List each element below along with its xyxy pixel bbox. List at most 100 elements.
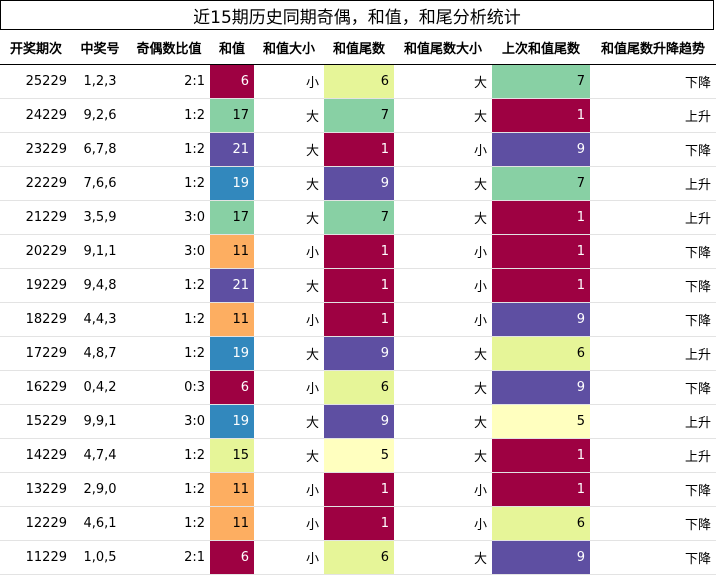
- cell-tail: 1: [324, 234, 394, 269]
- cell-trend: 下降: [590, 234, 716, 269]
- cell-trend: 上升: [590, 438, 716, 473]
- cell-trend: 上升: [590, 404, 716, 439]
- cell-odd-even: 2:1: [128, 540, 210, 575]
- cell-sum-size: 大: [254, 132, 324, 167]
- cell-tail-size: 小: [394, 234, 492, 269]
- cell-numbers: 9,2,6: [72, 98, 128, 133]
- cell-tail: 1: [324, 506, 394, 541]
- table-row: 17229 4,8,7 1:2 19 大 9 大 6 上升: [0, 336, 716, 371]
- cell-numbers: 3,5,9: [72, 200, 128, 235]
- table-row: 16229 0,4,2 0:3 6 小 6 大 9 下降: [0, 370, 716, 405]
- cell-tail: 1: [324, 132, 394, 167]
- cell-prev-tail: 7: [492, 166, 590, 201]
- cell-trend: 下降: [590, 540, 716, 575]
- cell-sum: 17: [210, 200, 254, 235]
- cell-prev-tail: 9: [492, 302, 590, 337]
- cell-sum: 11: [210, 234, 254, 269]
- table-row: 25229 1,2,3 2:1 6 小 6 大 7 下降: [0, 64, 716, 99]
- cell-numbers: 0,4,2: [72, 370, 128, 405]
- cell-period: 14229: [0, 438, 72, 473]
- cell-sum: 19: [210, 166, 254, 201]
- cell-odd-even: 1:2: [128, 98, 210, 133]
- cell-numbers: 6,7,8: [72, 132, 128, 167]
- cell-period: 15229: [0, 404, 72, 439]
- cell-trend: 下降: [590, 370, 716, 405]
- cell-sum: 21: [210, 132, 254, 167]
- cell-period: 12229: [0, 506, 72, 541]
- cell-sum-size: 大: [254, 200, 324, 235]
- cell-sum: 11: [210, 472, 254, 507]
- cell-sum-size: 小: [254, 506, 324, 541]
- header-sum: 和值: [210, 30, 254, 65]
- cell-tail-size: 小: [394, 506, 492, 541]
- cell-period: 23229: [0, 132, 72, 167]
- cell-tail-size: 大: [394, 200, 492, 235]
- cell-sum: 11: [210, 302, 254, 337]
- table-row: 23229 6,7,8 1:2 21 大 1 小 9 下降: [0, 132, 716, 167]
- cell-period: 20229: [0, 234, 72, 269]
- cell-tail: 7: [324, 200, 394, 235]
- table-row: 20229 9,1,1 3:0 11 小 1 小 1 下降: [0, 234, 716, 269]
- cell-numbers: 4,4,3: [72, 302, 128, 337]
- cell-period: 17229: [0, 336, 72, 371]
- cell-tail-size: 大: [394, 166, 492, 201]
- cell-odd-even: 1:2: [128, 302, 210, 337]
- header-sum-size: 和值大小: [254, 30, 324, 65]
- cell-tail: 9: [324, 404, 394, 439]
- cell-period: 13229: [0, 472, 72, 507]
- cell-sum-size: 大: [254, 438, 324, 473]
- header-prev-tail: 上次和值尾数: [492, 30, 590, 65]
- cell-sum-size: 大: [254, 98, 324, 133]
- cell-sum: 15: [210, 438, 254, 473]
- table-row: 24229 9,2,6 1:2 17 大 7 大 1 上升: [0, 98, 716, 133]
- cell-odd-even: 1:2: [128, 132, 210, 167]
- cell-sum: 17: [210, 98, 254, 133]
- cell-tail-size: 小: [394, 132, 492, 167]
- cell-period: 11229: [0, 540, 72, 575]
- cell-prev-tail: 9: [492, 132, 590, 167]
- cell-trend: 下降: [590, 472, 716, 507]
- cell-tail-size: 大: [394, 64, 492, 99]
- cell-numbers: 7,6,6: [72, 166, 128, 201]
- cell-sum-size: 小: [254, 370, 324, 405]
- cell-trend: 下降: [590, 64, 716, 99]
- cell-odd-even: 1:2: [128, 438, 210, 473]
- header-numbers: 中奖号: [72, 30, 128, 65]
- cell-trend: 下降: [590, 268, 716, 303]
- cell-odd-even: 3:0: [128, 404, 210, 439]
- cell-period: 22229: [0, 166, 72, 201]
- table-row: 22229 7,6,6 1:2 19 大 9 大 7 上升: [0, 166, 716, 201]
- table-row: 21229 3,5,9 3:0 17 大 7 大 1 上升: [0, 200, 716, 235]
- cell-numbers: 9,1,1: [72, 234, 128, 269]
- stats-table: 开奖期次 中奖号 奇偶数比值 和值 和值大小 和值尾数 和值尾数大小 上次和值尾…: [0, 30, 716, 575]
- cell-numbers: 9,9,1: [72, 404, 128, 439]
- cell-sum: 6: [210, 64, 254, 99]
- cell-prev-tail: 1: [492, 200, 590, 235]
- cell-odd-even: 1:2: [128, 268, 210, 303]
- cell-odd-even: 3:0: [128, 234, 210, 269]
- cell-period: 18229: [0, 302, 72, 337]
- cell-numbers: 1,0,5: [72, 540, 128, 575]
- table-row: 13229 2,9,0 1:2 11 小 1 小 1 下降: [0, 472, 716, 507]
- table-body: 25229 1,2,3 2:1 6 小 6 大 7 下降 24229 9,2,6 1:2 17 大 7 大 1 上…: [0, 64, 716, 575]
- cell-tail-size: 大: [394, 438, 492, 473]
- header-row: 开奖期次 中奖号 奇偶数比值 和值 和值大小 和值尾数 和值尾数大小 上次和值尾…: [0, 30, 716, 65]
- cell-trend: 上升: [590, 336, 716, 371]
- cell-trend: 下降: [590, 132, 716, 167]
- cell-odd-even: 3:0: [128, 200, 210, 235]
- cell-tail: 5: [324, 438, 394, 473]
- cell-numbers: 2,9,0: [72, 472, 128, 507]
- cell-tail: 1: [324, 268, 394, 303]
- cell-sum-size: 小: [254, 472, 324, 507]
- cell-tail: 1: [324, 302, 394, 337]
- cell-tail-size: 小: [394, 268, 492, 303]
- cell-prev-tail: 1: [492, 438, 590, 473]
- header-trend: 和值尾数升降趋势: [590, 30, 716, 65]
- cell-period: 24229: [0, 98, 72, 133]
- cell-prev-tail: 7: [492, 64, 590, 99]
- table-row: 14229 4,7,4 1:2 15 大 5 大 1 上升: [0, 438, 716, 473]
- cell-sum: 19: [210, 336, 254, 371]
- cell-odd-even: 1:2: [128, 506, 210, 541]
- cell-sum-size: 大: [254, 268, 324, 303]
